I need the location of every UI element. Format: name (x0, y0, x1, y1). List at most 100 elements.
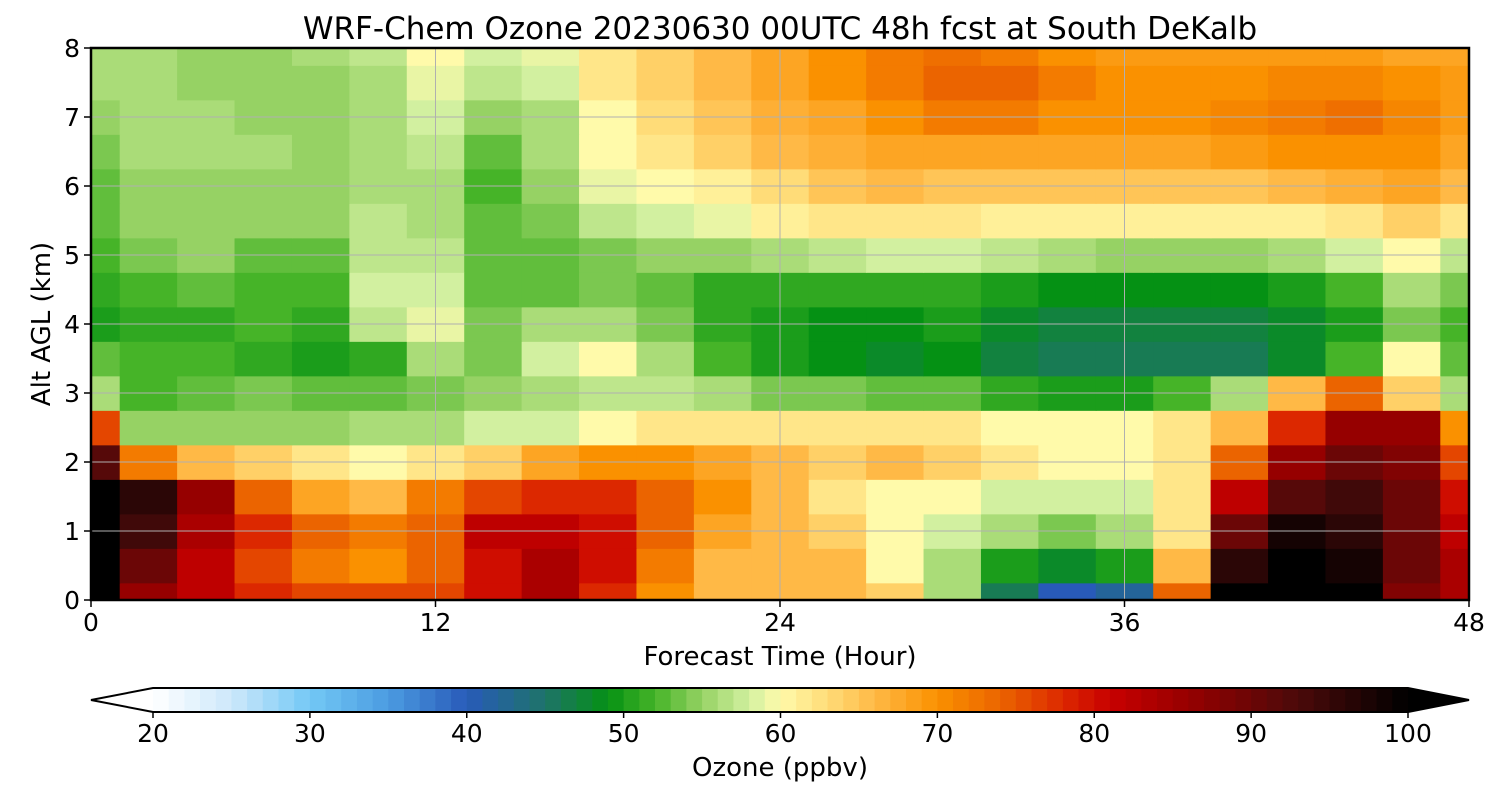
heatmap-cell (579, 582, 638, 600)
heatmap-cell (808, 272, 867, 308)
heatmap-cell (808, 48, 867, 66)
heatmap-cell (1382, 65, 1441, 101)
colorbar-segment (513, 688, 530, 712)
heatmap-cell (1268, 479, 1327, 515)
heatmap-cell (1325, 203, 1384, 239)
heatmap-cell (177, 479, 236, 515)
y-axis-label: Alt AGL (km) (27, 242, 57, 406)
heatmap-cell (1210, 65, 1269, 101)
heatmap-cell (579, 272, 638, 308)
colorbar-segment (811, 688, 829, 712)
y-tick-label: 3 (64, 379, 80, 408)
heatmap-cell (234, 48, 293, 66)
heatmap-cell (693, 341, 752, 377)
heatmap-cell (1210, 203, 1269, 239)
heatmap-cell (693, 548, 752, 584)
heatmap-cell (866, 134, 925, 170)
colorbar-segment (1313, 688, 1331, 712)
heatmap-cell (636, 341, 695, 377)
heatmap-cell (1153, 134, 1212, 170)
heatmap-cell (808, 134, 867, 170)
heatmap-cell (693, 134, 752, 170)
heatmap-cell (177, 272, 236, 308)
heatmap-cell (521, 548, 580, 584)
heatmap-cell (693, 479, 752, 515)
heatmap-cell (1440, 65, 1469, 101)
colorbar-segment (1282, 688, 1299, 712)
heatmap-cell (693, 65, 752, 101)
heatmap-cell (291, 203, 350, 239)
heatmap-cell (1325, 272, 1384, 308)
colorbar-tick-label: 70 (921, 719, 953, 748)
heatmap-cell (1325, 341, 1384, 377)
colorbar-segment (278, 688, 295, 712)
heatmap-cell (1268, 48, 1327, 66)
heatmap-cell (349, 48, 408, 66)
heatmap-cell (521, 48, 580, 66)
heatmap-cell (119, 479, 178, 515)
heatmap-cell (1440, 341, 1469, 377)
colorbar-segment (1345, 688, 1362, 712)
colorbar-segment (1157, 688, 1174, 712)
heatmap-cell (349, 65, 408, 101)
chart-title: WRF-Chem Ozone 20230630 00UTC 48h fcst a… (303, 11, 1257, 47)
heatmap-cell (464, 134, 523, 170)
colorbar-segment (482, 688, 499, 712)
colorbar-ticks: 20 30 40 50 60 70 80 90 100 (137, 712, 1432, 748)
colorbar-segment (576, 688, 593, 712)
heatmap-cell (980, 134, 1039, 170)
heatmap-cell (923, 548, 982, 584)
y-tick-label: 0 (64, 586, 80, 615)
heatmap-cell (1038, 410, 1097, 446)
heatmap-cell (234, 203, 293, 239)
heatmap-cell (1382, 582, 1441, 600)
heatmap-cell (1153, 582, 1212, 600)
heatmap-cell (349, 479, 408, 515)
heatmap-cell (579, 410, 638, 446)
heatmap-cell (177, 65, 236, 101)
heatmap-cell (636, 272, 695, 308)
colorbar-segment (984, 688, 1001, 712)
heatmap-cell (521, 341, 580, 377)
colorbar-segment (906, 688, 923, 712)
x-tick-label: 48 (1453, 608, 1485, 637)
heatmap-cell (521, 65, 580, 101)
colorbar-segment (325, 688, 342, 712)
y-tick-label: 4 (64, 310, 80, 339)
heatmap-cell (464, 582, 523, 600)
heatmap-cell (91, 341, 121, 377)
heatmap-cell (1038, 48, 1097, 66)
colorbar-segment (1047, 688, 1064, 712)
heatmap-cell (291, 134, 350, 170)
y-tick-label: 1 (64, 517, 80, 546)
heatmap-cell (1153, 410, 1212, 446)
heatmap-cell (1325, 134, 1384, 170)
colorbar-segment (419, 688, 436, 712)
heatmap-cell (464, 272, 523, 308)
x-tick-label: 0 (83, 608, 99, 637)
heatmap-cell (119, 272, 178, 308)
heatmap-cell (1268, 341, 1327, 377)
x-axis-ticks: 0 12 24 36 48 (83, 600, 1485, 637)
heatmap-cell (1038, 479, 1097, 515)
colorbar-segment (717, 688, 734, 712)
heatmap-cell (1268, 582, 1327, 600)
heatmap-cell (521, 272, 580, 308)
heatmap-cell (1440, 134, 1469, 170)
heatmap-cell (980, 48, 1039, 66)
heatmap-cell (119, 203, 178, 239)
heatmap-cell (1210, 479, 1269, 515)
heatmap-cell (1210, 582, 1269, 600)
heatmap-cell (579, 341, 638, 377)
heatmap-cell (1382, 48, 1441, 66)
heatmap-cell (1268, 410, 1327, 446)
heatmap-cell (980, 65, 1039, 101)
heatmap-cell (91, 479, 121, 515)
heatmap-cell (808, 548, 867, 584)
heatmap-cell (636, 203, 695, 239)
colorbar-segment (1376, 688, 1393, 712)
colorbar-segment (498, 688, 515, 712)
colorbar-tick-label: 60 (765, 719, 797, 748)
heatmap-cell (1325, 582, 1384, 600)
colorbar-segment (686, 688, 703, 712)
